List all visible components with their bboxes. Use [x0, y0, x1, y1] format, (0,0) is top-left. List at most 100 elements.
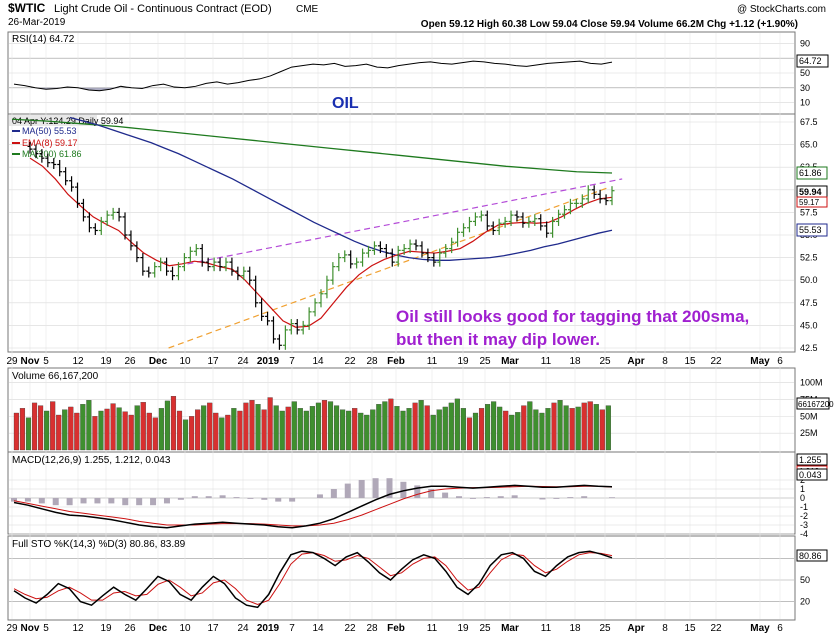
price-bar [33, 144, 39, 159]
macd-badge-3: 0.043 [799, 470, 822, 480]
volume-bar [13, 412, 19, 451]
rsi-tick-label: 50 [800, 68, 810, 78]
price-bar [217, 257, 223, 272]
x-tick-label: Mar [501, 356, 519, 367]
price-bar [98, 216, 104, 235]
x-tick-label: 11 [427, 356, 438, 367]
macd-histogram-bar [358, 480, 365, 498]
ma200-badge: 61.86 [799, 168, 822, 178]
price-bar [585, 185, 591, 204]
price-bar [294, 319, 300, 335]
volume-bar [19, 408, 26, 451]
ma200-line [11, 118, 613, 174]
price-bar [63, 167, 69, 186]
legend-ma50: MA(50) 55.53 [22, 126, 77, 136]
volume-bar [261, 409, 267, 451]
x-tick-label: 7 [289, 623, 295, 634]
chart-date: 26-Mar-2019 [8, 17, 66, 28]
price-bar [366, 245, 372, 258]
price-bar [152, 262, 158, 278]
x-tick-label: 6 [777, 356, 783, 367]
macd-histogram-bar [567, 497, 574, 498]
x-tick-label: Mar [501, 623, 519, 634]
volume-bar [382, 401, 388, 451]
x-tick-label: Feb [387, 623, 405, 634]
x-tick-label: 2019 [257, 623, 280, 634]
volume-bar [273, 405, 279, 451]
price-bar [181, 253, 187, 272]
volume-bar [128, 414, 134, 451]
volume-bar [418, 400, 424, 451]
volume-bar [448, 402, 454, 451]
sto-section: Full STO %K(14,3) %D(3) 80.86, 83.89 805… [12, 539, 828, 609]
volume-bar [352, 408, 358, 451]
legend-ema8: EMA(8) 59.17 [22, 138, 78, 148]
price-bar [371, 241, 377, 255]
ema8-badge: 59.17 [799, 198, 820, 207]
macd-histogram [11, 478, 615, 506]
close-badge: 59.94 [799, 187, 822, 197]
x-tick-label: 6 [777, 623, 783, 634]
ohlc-readout: Open 59.12 High 60.38 Low 59.04 Close 59… [421, 19, 798, 30]
macd-tick-label: -3 [800, 520, 808, 530]
x-tick-label: Dec [149, 356, 168, 367]
volume-bar [424, 405, 430, 451]
price-bar [324, 275, 330, 299]
price-bar [27, 141, 33, 154]
x-tick-label: 25 [479, 356, 491, 367]
x-tick-label: 28 [366, 356, 378, 367]
price-bar [413, 239, 419, 251]
price-bar [461, 223, 467, 237]
x-tick-label: 14 [312, 356, 324, 367]
x-tick-label: 11 [541, 356, 552, 367]
volume-bar [44, 410, 50, 451]
volume-badge: 66167200 [798, 400, 834, 409]
x-tick-label: 25 [599, 623, 611, 634]
macd-histogram-bar [442, 492, 449, 498]
price-bar [146, 266, 152, 278]
price-bar [455, 227, 461, 247]
annotation-line-2: but then it may dip lower. [396, 330, 600, 349]
support-trendline [168, 186, 610, 349]
volume-bar [587, 401, 593, 451]
macd-histogram-bar [372, 478, 379, 498]
price-bar [229, 257, 235, 276]
macd-section: MACD(12,26,9) 1.255, 1.212, 0.043 210-1-… [11, 453, 828, 539]
volume-bar [219, 417, 225, 451]
price-bar [336, 253, 342, 272]
price-bar [247, 266, 253, 285]
volume-badge-bg [796, 397, 830, 410]
price-bar [502, 216, 508, 228]
price-bar [579, 194, 585, 208]
price-bar [140, 253, 146, 276]
macd-histogram-bar [400, 481, 407, 498]
price-bar [51, 158, 57, 170]
price-bar [253, 275, 259, 308]
price-bar [490, 221, 496, 235]
volume-bar [412, 402, 418, 451]
x-tick-label: 12 [72, 623, 84, 634]
volume-bar [581, 402, 587, 451]
price-bar [276, 334, 282, 350]
volume-bar [243, 402, 249, 451]
price-bar [437, 248, 443, 267]
price-bar [377, 241, 383, 254]
macd-histogram-bar [177, 498, 184, 500]
x-tick-label: Nov [21, 623, 40, 634]
price-bar [395, 245, 401, 267]
rsi-axis: 9070503010 [800, 38, 810, 107]
macd-axis: 210-1-2-3-4 [800, 475, 808, 539]
price-bar [514, 210, 520, 222]
volume-bar [31, 402, 38, 451]
volume-bar [207, 402, 213, 451]
x-tick-label: 22 [344, 623, 356, 634]
x-tick-label: 18 [569, 356, 581, 367]
volume-bar [50, 401, 56, 451]
macd-histogram-bar [275, 498, 282, 502]
x-tick-label: Feb [387, 356, 405, 367]
macd-histogram-bar [66, 498, 73, 506]
volume-bar [394, 406, 400, 451]
macd-tick-label: -4 [800, 529, 808, 539]
macd-histogram-bar [247, 498, 254, 499]
